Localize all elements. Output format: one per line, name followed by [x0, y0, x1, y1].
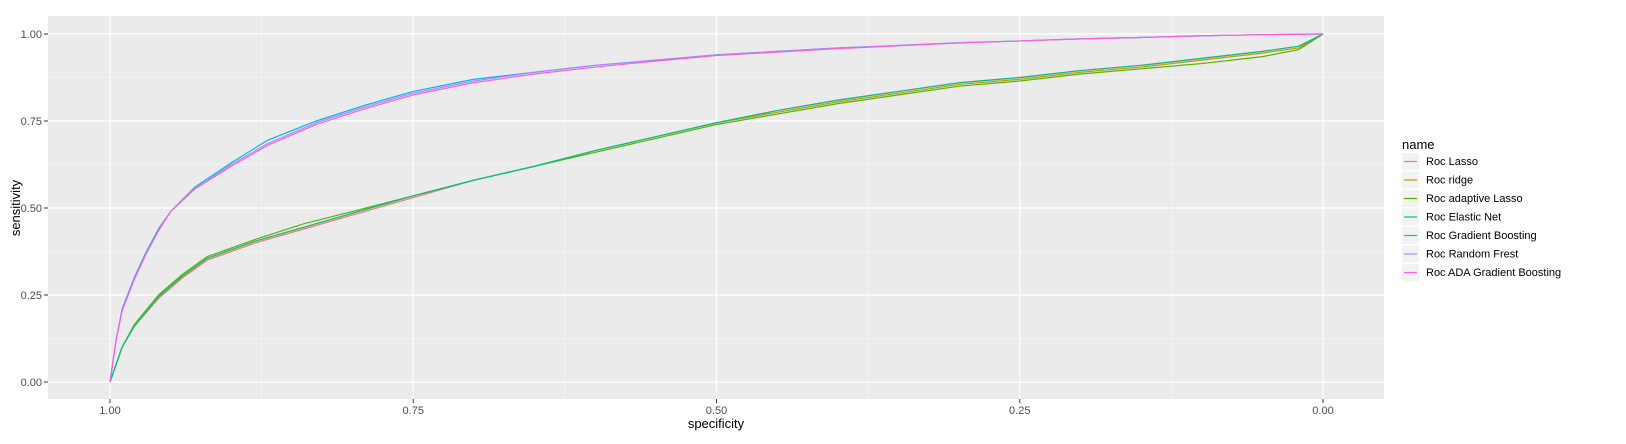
legend-entry-label: Roc Gradient Boosting — [1426, 230, 1537, 242]
x-tick-label: 0.50 — [706, 405, 727, 417]
major-gridlines — [48, 16, 1384, 399]
x-axis-title: specificity — [688, 416, 745, 431]
x-tick-label: 1.00 — [99, 405, 120, 417]
x-axis-ticks: 1.00 0.75 0.50 0.25 0.00 — [99, 399, 1334, 417]
series-line-6 — [109, 33, 1324, 383]
x-tick-label: 0.00 — [1312, 405, 1333, 417]
y-tick-label: 0.50 — [21, 203, 42, 215]
legend-entry-label: Roc Random Frest — [1426, 249, 1518, 261]
series-line-3 — [109, 33, 1324, 383]
legend: name Roc Lasso Roc ridge Roc adaptive Lass… — [1402, 137, 1561, 281]
legend-entry-label: Roc adaptive Lasso — [1426, 193, 1523, 205]
y-tick-label: 1.00 — [21, 29, 42, 41]
y-tick-label: 0.25 — [21, 290, 42, 302]
y-axis-ticks: 0.00 0.25 0.50 0.75 1.00 — [21, 29, 48, 389]
y-tick-label: 0.75 — [21, 116, 42, 128]
y-tick-label: 0.00 — [21, 377, 42, 389]
series-line-2 — [109, 33, 1324, 383]
legend-entry-label: Roc ridge — [1426, 175, 1473, 187]
series-lines — [109, 33, 1324, 383]
y-axis-title: sensitivity — [8, 179, 23, 236]
legend-entry-label: Roc Lasso — [1426, 156, 1478, 168]
x-tick-label: 0.75 — [403, 405, 424, 417]
legend-entry-label: Roc Elastic Net — [1426, 212, 1501, 224]
legend-entry-label: Roc ADA Gradient Boosting — [1426, 267, 1561, 279]
legend-title: name — [1402, 137, 1435, 152]
x-tick-label: 0.25 — [1009, 405, 1030, 417]
